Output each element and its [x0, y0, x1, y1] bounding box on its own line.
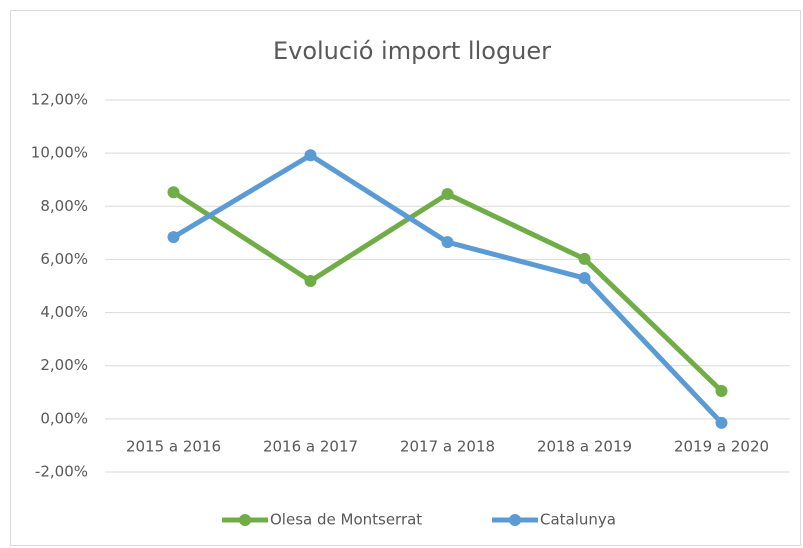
x-tick-label: 2018 a 2019	[537, 437, 632, 455]
legend-label: Olesa de Montserrat	[270, 511, 422, 529]
data-point	[167, 231, 180, 244]
data-point	[715, 416, 728, 429]
y-tick-label: 12,00%	[31, 91, 88, 109]
y-tick-label: 0,00%	[40, 409, 88, 427]
x-tick-label: 2015 a 2016	[126, 437, 221, 455]
legend-marker	[509, 514, 521, 526]
y-tick-label: 4,00%	[40, 303, 88, 321]
y-tick-label: 2,00%	[40, 356, 88, 374]
data-point	[578, 272, 591, 285]
data-point	[304, 149, 317, 162]
y-tick-label: 10,00%	[31, 144, 88, 162]
chart-frame	[10, 10, 801, 546]
legend-marker	[239, 514, 251, 526]
data-point	[167, 186, 180, 199]
x-tick-label: 2016 a 2017	[263, 437, 358, 455]
x-tick-label: 2019 a 2020	[674, 437, 769, 455]
data-point	[715, 384, 728, 397]
data-point	[304, 274, 317, 287]
data-point	[441, 188, 454, 201]
x-tick-label: 2017 a 2018	[400, 437, 495, 455]
data-point	[578, 252, 591, 265]
y-tick-label: -2,00%	[35, 463, 88, 481]
y-tick-label: 6,00%	[40, 250, 88, 268]
data-point	[441, 236, 454, 249]
y-tick-label: 8,00%	[40, 197, 88, 215]
legend-label: Catalunya	[540, 511, 616, 529]
chart-title: Evolució import lloguer	[273, 37, 551, 65]
